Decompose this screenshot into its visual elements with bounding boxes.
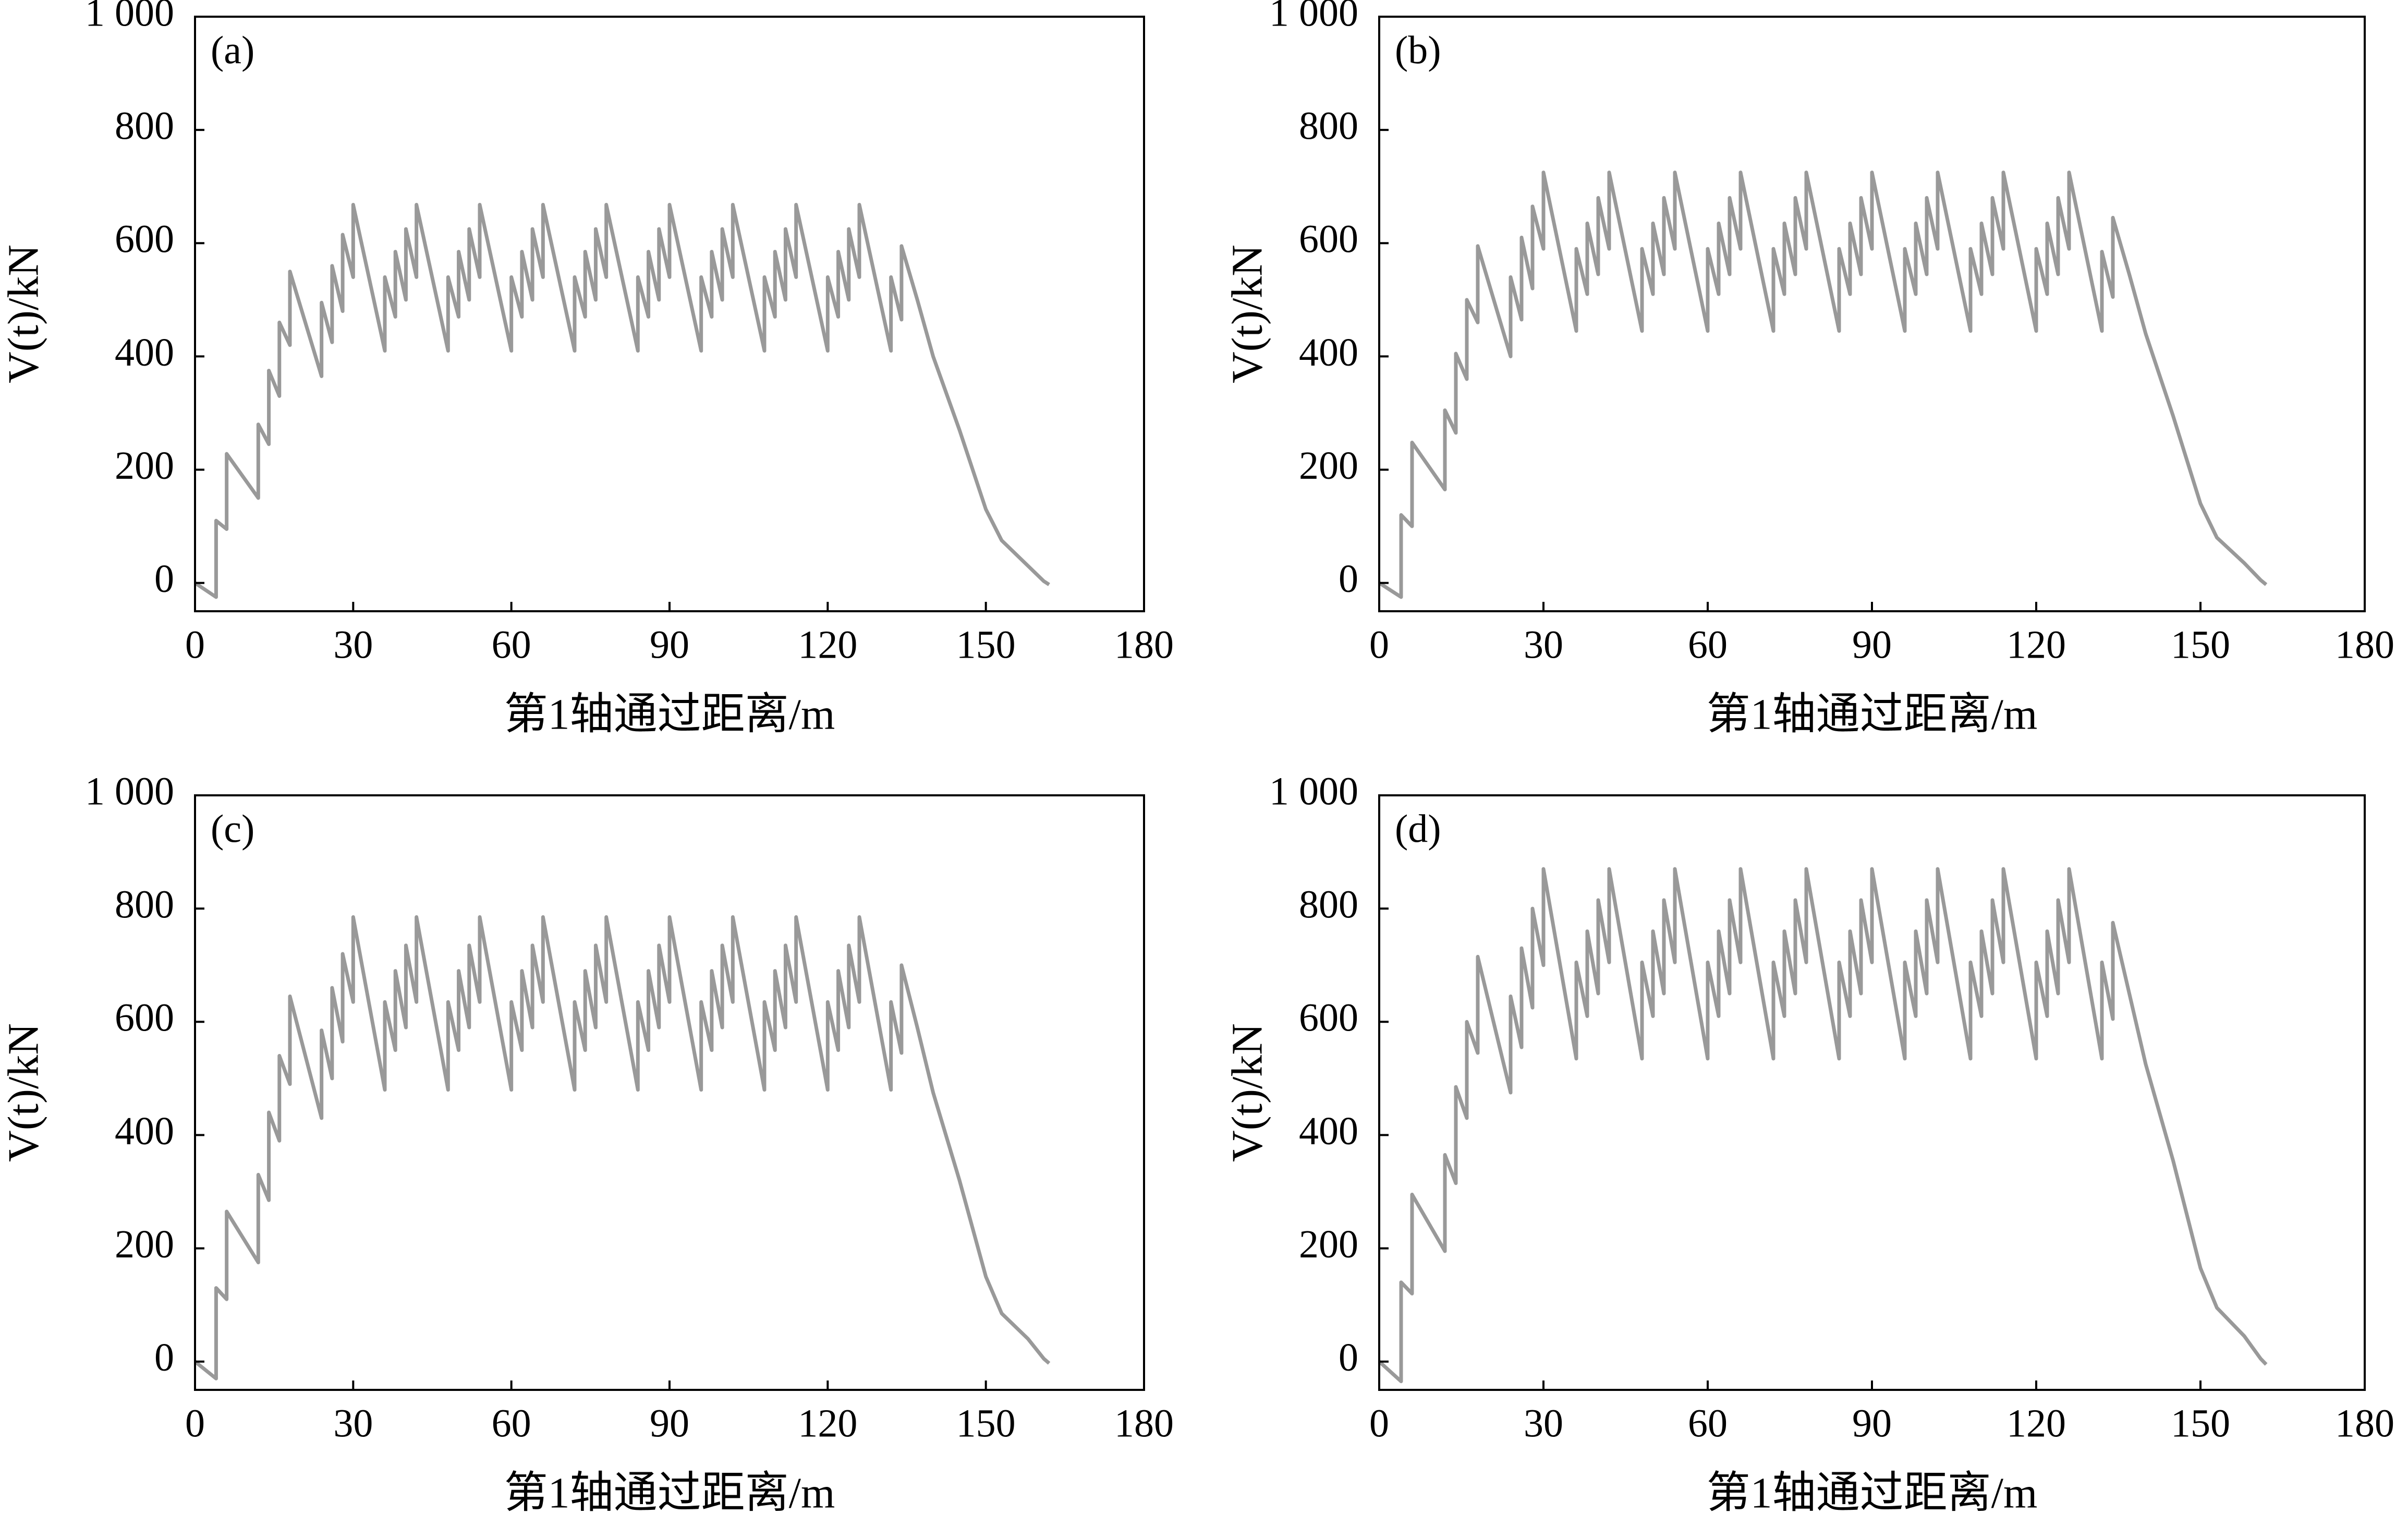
x-axis-label: 第1轴通过距离/m — [504, 690, 835, 738]
x-tick-label: 180 — [2335, 623, 2394, 667]
y-axis-label: V(t)/kN — [0, 1023, 47, 1162]
x-tick-label: 180 — [1114, 1401, 1174, 1445]
x-tick-label: 60 — [492, 623, 531, 667]
y-tick-label: 200 — [1299, 1222, 1358, 1266]
x-tick-label: 0 — [185, 1401, 205, 1445]
x-tick-label: 150 — [2171, 623, 2230, 667]
x-tick-label: 0 — [1369, 623, 1389, 667]
y-axis-label: V(t)/kN — [1223, 1023, 1271, 1162]
y-tick-label: 0 — [154, 1336, 174, 1379]
panel-label: (d) — [1395, 807, 1441, 851]
y-tick-label: 1 000 — [85, 0, 174, 34]
y-tick-label: 200 — [1299, 444, 1358, 488]
x-tick-label: 0 — [185, 623, 205, 667]
x-axis-label: 第1轴通过距离/m — [504, 1469, 835, 1517]
y-tick-label: 400 — [115, 1109, 174, 1153]
y-tick-label: 1 000 — [85, 769, 174, 813]
plot-frame — [1378, 16, 2366, 612]
x-tick-label: 150 — [956, 623, 1016, 667]
data-line — [1378, 867, 2268, 1384]
y-axis-label: V(t)/kN — [1223, 245, 1271, 383]
x-tick-label: 30 — [333, 623, 373, 667]
y-tick-label: 200 — [115, 1222, 174, 1266]
data-line — [1378, 171, 2268, 599]
data-line — [194, 202, 1050, 599]
x-tick-label: 150 — [956, 1401, 1016, 1445]
x-tick-label: 120 — [2006, 1401, 2066, 1445]
y-tick-label: 800 — [115, 883, 174, 927]
x-tick-label: 60 — [492, 1401, 531, 1445]
x-tick-label: 120 — [798, 623, 857, 667]
panel-label: (a) — [211, 28, 254, 72]
y-tick-label: 600 — [115, 217, 174, 261]
data-line — [193, 915, 1051, 1380]
x-tick-label: 180 — [1114, 623, 1174, 667]
x-axis-label: 第1轴通过距离/m — [1707, 1469, 2038, 1517]
y-tick-label: 0 — [1339, 1336, 1358, 1379]
y-tick-label: 600 — [1299, 996, 1358, 1040]
x-tick-label: 90 — [650, 623, 689, 667]
y-tick-label: 0 — [1339, 557, 1358, 601]
y-tick-label: 400 — [1299, 331, 1358, 374]
panel-label: (b) — [1395, 28, 1441, 72]
panel-label: (c) — [211, 807, 254, 851]
y-tick-label: 200 — [115, 444, 174, 488]
x-axis-label: 第1轴通过距离/m — [1707, 690, 2038, 738]
x-tick-label: 30 — [1524, 623, 1563, 667]
x-tick-label: 90 — [650, 1401, 689, 1445]
x-tick-label: 0 — [1369, 1401, 1389, 1445]
y-tick-label: 600 — [1299, 217, 1358, 261]
y-axis-label: V(t)/kN — [0, 245, 47, 383]
x-tick-label: 30 — [1524, 1401, 1563, 1445]
y-tick-label: 800 — [1299, 883, 1358, 927]
x-tick-label: 90 — [1852, 1401, 1892, 1445]
x-tick-label: 150 — [2171, 1401, 2230, 1445]
x-tick-label: 120 — [798, 1401, 857, 1445]
y-tick-label: 1 000 — [1269, 0, 1358, 34]
x-tick-label: 60 — [1688, 1401, 1728, 1445]
x-tick-label: 30 — [333, 1401, 373, 1445]
plot-frame — [194, 16, 1145, 612]
y-tick-label: 0 — [154, 557, 174, 601]
y-tick-label: 1 000 — [1269, 769, 1358, 813]
x-tick-label: 120 — [2006, 623, 2066, 667]
y-tick-label: 400 — [1299, 1109, 1358, 1153]
x-tick-label: 180 — [2335, 1401, 2394, 1445]
plot-frame — [194, 794, 1145, 1391]
x-tick-label: 90 — [1852, 623, 1892, 667]
x-tick-label: 60 — [1688, 623, 1728, 667]
y-tick-label: 800 — [1299, 104, 1358, 148]
y-tick-label: 400 — [115, 331, 174, 374]
y-tick-label: 600 — [115, 996, 174, 1040]
y-tick-label: 800 — [115, 104, 174, 148]
